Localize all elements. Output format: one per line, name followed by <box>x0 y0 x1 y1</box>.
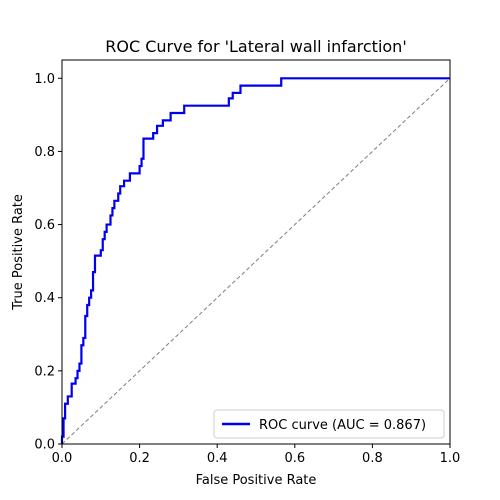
y-tick-label: 0.6 <box>34 218 55 233</box>
y-axis-ticks: 0.0 0.2 0.4 0.6 0.8 1.0 <box>34 72 62 453</box>
roc-curve-line <box>60 77 450 444</box>
y-axis-label: True Positive Rate <box>11 194 26 311</box>
plot-border <box>61 59 451 445</box>
plot-area <box>60 59 451 445</box>
x-tick-label: 0.6 <box>284 451 305 466</box>
x-tick-label: 0.2 <box>129 451 150 466</box>
x-tick-label: 0.0 <box>52 451 73 466</box>
y-tick-label: 0.4 <box>34 291 55 306</box>
x-tick-label: 0.8 <box>362 451 383 466</box>
x-tick-label: 0.4 <box>207 451 228 466</box>
y-tick-label: 1.0 <box>34 72 55 87</box>
x-axis-ticks: 0.0 0.2 0.4 0.6 0.8 1.0 <box>52 444 461 466</box>
y-tick-label: 0.0 <box>34 438 55 453</box>
y-tick-label: 0.2 <box>34 364 55 379</box>
plot-frame <box>62 60 450 444</box>
y-tick-label: 0.8 <box>34 145 55 160</box>
chance-diagonal-line <box>61 77 451 445</box>
x-axis-label: False Positive Rate <box>196 473 317 488</box>
legend: ROC curve (AUC = 0.867) <box>213 409 445 439</box>
chart-title: ROC Curve for 'Lateral wall infarction' <box>105 37 406 56</box>
x-tick-label: 1.0 <box>440 451 461 466</box>
legend-box <box>213 409 445 439</box>
series-layer <box>60 77 451 445</box>
legend-entry-roc: ROC curve (AUC = 0.867) <box>259 418 426 433</box>
